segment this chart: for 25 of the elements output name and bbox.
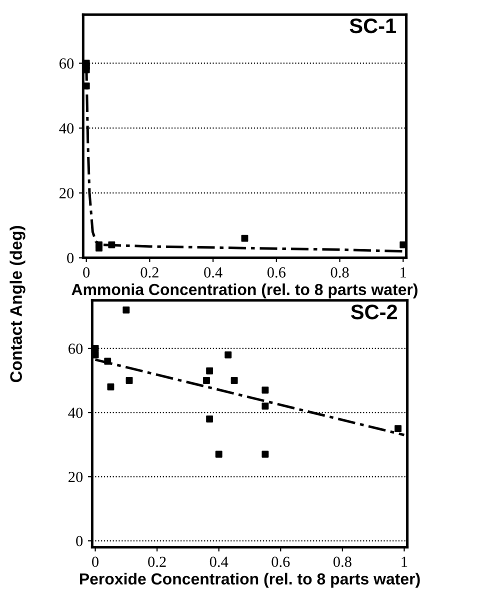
x-axis-title: Ammonia Concentration (rel. to 8 parts water) <box>72 283 418 298</box>
x-tick-label: 0.6 <box>272 556 290 568</box>
y-tick-label: 40 <box>59 123 74 134</box>
x-tick-label: 1 <box>400 267 406 278</box>
x-tick-label: 0.8 <box>333 556 352 568</box>
y-tick-label: 20 <box>60 188 74 198</box>
x-tick-label: 0.2 <box>148 556 166 568</box>
x-tick-label: 0.4 <box>210 556 228 568</box>
y-tick-label: 40 <box>68 408 83 418</box>
y-tick-label: 0 <box>67 252 74 264</box>
x-tick-label: 0.4 <box>204 267 222 278</box>
chart-title: SC-2 <box>350 304 398 320</box>
x-tick-label: 0.6 <box>267 267 286 278</box>
y-tick-label: 0 <box>76 536 83 546</box>
y-axis-title: Contact Angle (deg) <box>10 226 26 382</box>
chart-title: SC-1 <box>350 18 396 34</box>
x-tick-label: 1 <box>402 556 408 567</box>
x-tick-label: 0.2 <box>140 267 158 278</box>
y-tick-label: 20 <box>68 472 83 482</box>
y-tick-label: 60 <box>60 58 74 69</box>
x-axis-title: Peroxide Concentration (rel. to 8 parts water) <box>80 572 420 588</box>
x-tick-label: 0 <box>92 556 99 567</box>
x-tick-label: 0.8 <box>330 267 349 278</box>
y-tick-label: 60 <box>68 344 83 354</box>
x-tick-label: 0 <box>83 267 90 278</box>
